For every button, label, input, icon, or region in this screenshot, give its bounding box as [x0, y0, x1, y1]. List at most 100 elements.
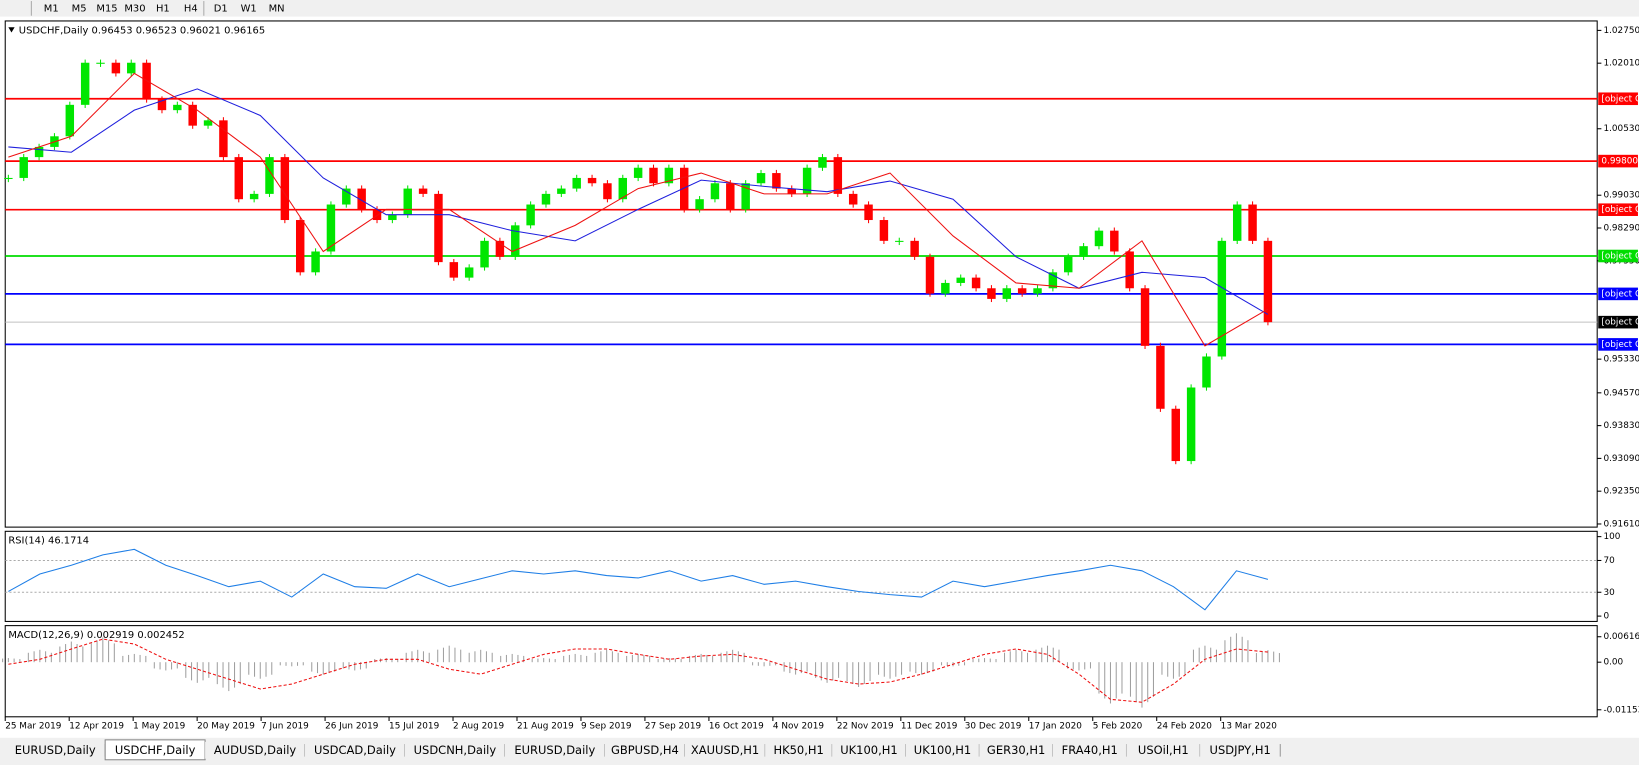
candle — [495, 240, 505, 257]
candle — [895, 240, 904, 242]
candle — [802, 167, 812, 194]
candle — [388, 214, 397, 221]
candle — [96, 62, 105, 64]
tab-label[interactable]: USDCNH,Daily — [414, 743, 497, 757]
price-level-box — [1598, 92, 1638, 106]
tab-label[interactable]: XAUUSD,H1 — [691, 743, 759, 757]
tab[interactable] — [205, 741, 306, 759]
tab[interactable] — [1126, 741, 1201, 759]
y-tick-label: 0.95330 — [1603, 355, 1639, 365]
candle — [710, 183, 720, 200]
candle — [480, 240, 489, 268]
candle — [941, 282, 950, 294]
tab-label[interactable]: EURUSD,Daily — [15, 743, 96, 757]
price-level-label: [object Object] — [1601, 94, 1639, 104]
candle — [741, 183, 750, 210]
candle — [249, 193, 259, 200]
candle — [234, 157, 243, 200]
candle — [987, 288, 996, 299]
candle — [925, 256, 935, 294]
chart-title: USDCHF,Daily 0.96453 0.96523 0.96021 0.9… — [19, 25, 265, 36]
candle — [695, 199, 704, 210]
tab-label[interactable]: USDJPY,H1 — [1210, 743, 1271, 757]
candle — [418, 188, 428, 194]
y-tick-label: 1.00530 — [1603, 124, 1639, 134]
candle — [726, 183, 735, 210]
tab-label[interactable]: USOil,H1 — [1138, 743, 1189, 757]
tab-label[interactable]: AUDUSD,Daily — [214, 743, 297, 757]
timeframe-button[interactable]: D1 — [214, 3, 228, 14]
candle — [1079, 246, 1088, 257]
price-level-label: 0.99800 — [1601, 157, 1638, 167]
candle — [956, 277, 965, 283]
tab[interactable] — [604, 741, 685, 759]
candle — [372, 209, 382, 221]
y-tick-label: 1.02010 — [1603, 59, 1639, 69]
tab[interactable] — [765, 741, 833, 759]
candle — [664, 167, 674, 184]
candle — [4, 177, 13, 179]
candle — [342, 188, 351, 205]
x-tick-label: 5 Feb 2020 — [1093, 722, 1143, 732]
moving-average — [8, 72, 1269, 347]
y-tick-label: 0.91610 — [1603, 519, 1639, 529]
candle — [1232, 204, 1242, 241]
x-tick-label: 26 Jun 2019 — [325, 722, 379, 732]
tab-label[interactable]: USDCHF,Daily — [115, 743, 196, 757]
tab-label[interactable]: HK50,H1 — [773, 743, 823, 757]
price-level-label: [object Object] — [1601, 251, 1639, 261]
x-tick-label: 20 May 2019 — [197, 722, 255, 732]
candle — [1110, 230, 1119, 252]
y-tick-label: 0.94570 — [1603, 388, 1639, 398]
tab-label[interactable]: UK100,H1 — [840, 743, 897, 757]
y-tick-label: 70 — [1603, 556, 1615, 566]
timeframe-button[interactable]: M15 — [96, 3, 117, 14]
candle — [818, 157, 827, 168]
timeframe-button[interactable]: MN — [269, 3, 285, 14]
tab[interactable] — [684, 741, 766, 759]
timeframe-button[interactable]: H4 — [184, 3, 198, 14]
macd-panel — [4, 625, 1598, 718]
timeframe-button[interactable]: W1 — [241, 3, 257, 14]
tab[interactable] — [305, 741, 405, 759]
candle — [127, 62, 136, 74]
candle — [756, 173, 766, 184]
timeframe-button[interactable]: M1 — [44, 3, 59, 14]
candle — [157, 99, 167, 111]
x-tick-label: 22 Nov 2019 — [837, 722, 894, 732]
tab[interactable] — [5, 741, 106, 759]
tab[interactable] — [905, 741, 980, 759]
x-tick-label: 9 Sep 2019 — [581, 722, 632, 732]
price-level-box — [1598, 154, 1638, 168]
candle — [603, 183, 612, 200]
tab[interactable] — [1052, 741, 1127, 759]
candle — [787, 188, 796, 194]
y-tick-label: 0.93830 — [1603, 421, 1639, 431]
tab-label[interactable]: GBPUSD,H4 — [611, 743, 679, 757]
tab-label[interactable]: UK100,H1 — [914, 743, 971, 757]
timeframe-button[interactable]: M30 — [124, 3, 145, 14]
candle — [1248, 204, 1257, 241]
tab[interactable] — [1200, 741, 1281, 759]
candle — [1156, 345, 1165, 409]
tab-label[interactable]: FRA40,H1 — [1062, 743, 1118, 757]
candle — [1002, 288, 1012, 299]
candle — [1033, 288, 1042, 294]
price-level-box — [1598, 287, 1638, 301]
tab[interactable] — [404, 741, 505, 759]
candle — [587, 177, 597, 184]
tab-label[interactable]: EURUSD,Daily — [514, 743, 595, 757]
y-tick-label: 1.02750 — [1603, 26, 1639, 36]
y-tick-label: 30 — [1603, 588, 1615, 598]
tab[interactable] — [832, 741, 906, 759]
moving-average — [8, 88, 1269, 315]
tab[interactable] — [979, 741, 1053, 759]
tab[interactable] — [504, 741, 605, 759]
tab-label[interactable]: USDCAD,Daily — [314, 743, 396, 757]
timeframe-button[interactable]: H1 — [156, 3, 170, 14]
timeframe-button[interactable]: M5 — [72, 3, 87, 14]
tab-label[interactable]: GER30,H1 — [987, 743, 1045, 757]
rsi-line — [8, 548, 1269, 611]
rsi-panel — [4, 530, 1598, 622]
y-tick-label: 0.00 — [1603, 658, 1623, 668]
